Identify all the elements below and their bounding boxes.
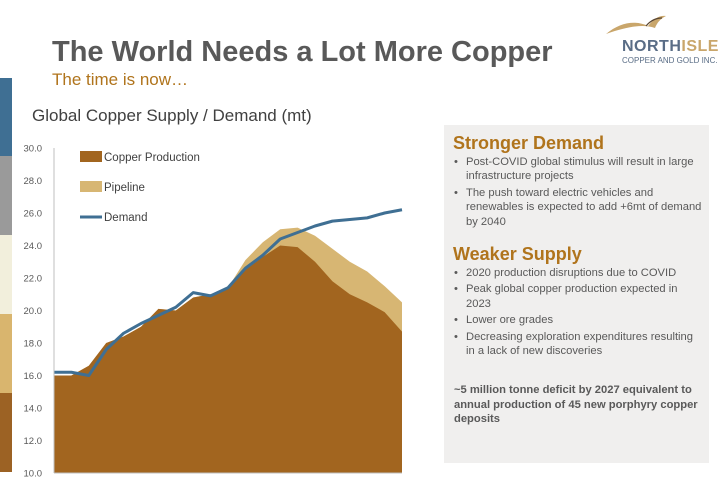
y-tick-label: 24.0 <box>24 241 43 252</box>
legend-swatch-production <box>80 151 102 162</box>
demand-heading: Stronger Demand <box>453 133 605 153</box>
logo-bird-icon <box>606 15 666 34</box>
slide-subtitle: The time is now… <box>52 70 189 89</box>
logo-name: NORTHISLE <box>622 38 719 56</box>
deficit-note: ~5 million tonne deficit by 2027 equival… <box>454 384 698 426</box>
demand-line <box>54 208 403 377</box>
demand-point: The push toward electric vehicles and re… <box>454 186 704 229</box>
supply-demand-chart: 10.0 12.0 14.0 16.0 18.0 20.0 22.0 24.0 26.0 28.0… <box>24 144 403 479</box>
y-tick-label: 16.0 <box>24 371 43 382</box>
y-tick-label: 12.0 <box>24 436 43 447</box>
demand-list: Post-COVID global stimulus will result i… <box>454 155 704 231</box>
insight-panel: Stronger Demand Post-COVID global stimul… <box>444 125 709 463</box>
y-tick-label: 30.0 <box>24 144 43 155</box>
y-tick-label: 10.0 <box>24 469 43 479</box>
y-tick-label: 14.0 <box>24 404 43 415</box>
y-tick-label: 18.0 <box>24 339 43 350</box>
legend-label: Demand <box>104 212 147 224</box>
supply-point: Decreasing exploration expenditures resu… <box>454 330 704 359</box>
demand-point: Post-COVID global stimulus will result i… <box>454 155 704 184</box>
chart-title: Global Copper Supply / Demand (mt) <box>32 106 312 125</box>
side-bar-4 <box>0 314 12 393</box>
y-tick-label: 22.0 <box>24 274 43 285</box>
y-tick-label: 28.0 <box>24 176 43 187</box>
company-logo: NORTHISLE COPPER AND GOLD INC. <box>600 10 720 76</box>
supply-list: 2020 production disruptions due to COVID… <box>454 266 704 360</box>
production-area <box>54 245 402 473</box>
supply-heading: Weaker Supply <box>453 244 582 264</box>
legend-swatch-pipeline <box>80 181 102 192</box>
logo-tagline: COPPER AND GOLD INC. <box>622 56 718 65</box>
legend-label: Copper Production <box>104 152 200 164</box>
slide-title: The World Needs a Lot More Copper <box>52 36 553 68</box>
side-bar-5 <box>0 393 12 472</box>
side-bar-1 <box>0 78 12 156</box>
side-bar-2 <box>0 156 12 235</box>
y-tick-label: 20.0 <box>24 306 43 317</box>
supply-point: 2020 production disruptions due to COVID <box>454 266 704 281</box>
logo-name-part1: NORTH <box>622 38 682 55</box>
legend-label: Pipeline <box>104 182 145 194</box>
supply-point: Peak global copper production expected i… <box>454 282 704 311</box>
y-tick-label: 26.0 <box>24 209 43 220</box>
logo-name-part2: ISLE <box>681 38 719 55</box>
supply-point: Lower ore grades <box>454 313 704 328</box>
side-bar-3 <box>0 235 12 314</box>
